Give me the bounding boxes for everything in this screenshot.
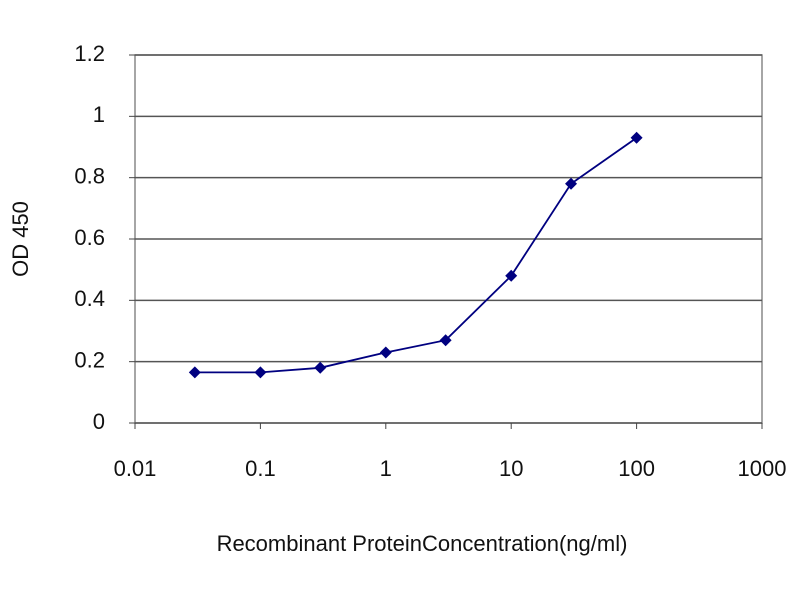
y-tick-label: 0.4 [74, 286, 105, 311]
point [630, 131, 643, 144]
point [314, 361, 327, 374]
point [505, 269, 518, 282]
x-tick-label: 0.1 [245, 456, 276, 481]
point [565, 177, 578, 190]
x-tick-label: 1000 [738, 456, 787, 481]
point [188, 366, 201, 379]
series-line [194, 137, 638, 374]
y-tick-label: 1.2 [74, 41, 105, 66]
x-axis-label: Recombinant ProteinConcentration(ng/ml) [217, 531, 628, 556]
y-tick-label: 0.8 [74, 163, 105, 188]
x-tick-label: 1 [380, 456, 392, 481]
x-tick-label: 100 [618, 456, 655, 481]
x-tick-label: 0.01 [114, 456, 157, 481]
x-tick-label: 10 [499, 456, 523, 481]
y-tick-label: 0.2 [74, 347, 105, 372]
y-axis-label: OD 450 [8, 201, 33, 277]
point [439, 334, 452, 347]
point [379, 346, 392, 359]
point [254, 366, 267, 379]
y-tick-label: 0.6 [74, 225, 105, 250]
y-tick-label: 1 [93, 102, 105, 127]
y-tick-label: 0 [93, 409, 105, 434]
